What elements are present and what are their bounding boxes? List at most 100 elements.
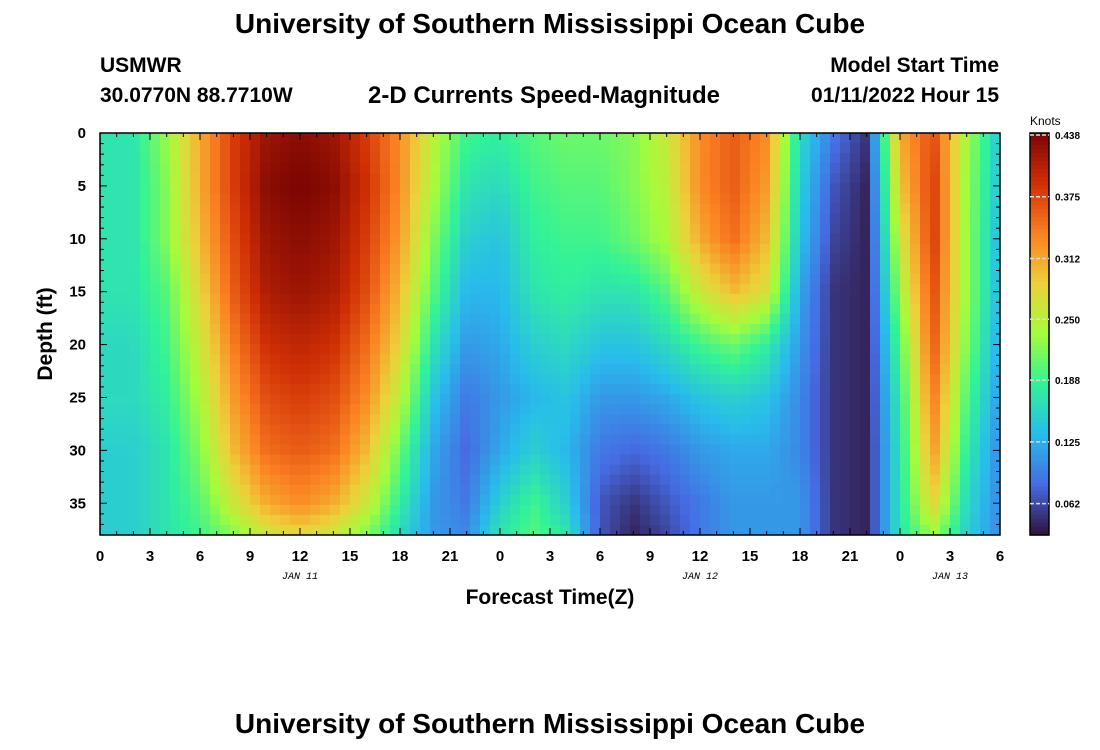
heatmap-cell <box>550 253 561 265</box>
heatmap-cell <box>880 474 891 486</box>
heatmap-cell <box>970 494 981 506</box>
heatmap-cell <box>360 364 371 375</box>
heatmap-cell <box>860 323 871 335</box>
heatmap-cell <box>860 394 871 405</box>
heatmap-cell <box>730 153 741 164</box>
heatmap-cell <box>350 183 361 194</box>
heatmap-cell <box>910 454 921 466</box>
heatmap-cell <box>620 193 631 204</box>
heatmap-cell <box>470 464 481 476</box>
colorbar-segment <box>1030 321 1049 327</box>
heatmap-cell <box>330 474 341 486</box>
heatmap-cell <box>500 223 511 235</box>
colorbar-segment <box>1030 149 1049 154</box>
heatmap-cell <box>160 263 171 275</box>
heatmap-cell <box>150 524 161 535</box>
heatmap-cell <box>400 273 411 285</box>
colorbar-frame <box>1029 132 1050 536</box>
heatmap-cell <box>160 514 171 526</box>
heatmap-cell <box>410 223 421 235</box>
heatmap-cell <box>490 293 501 305</box>
heatmap-cell <box>640 313 651 325</box>
heatmap-cell <box>340 213 351 225</box>
heatmap-cell <box>640 203 651 214</box>
heatmap-cell <box>950 273 961 285</box>
heatmap-cell <box>980 524 991 535</box>
heatmap-cell <box>370 414 381 426</box>
heatmap-cell <box>840 173 851 184</box>
heatmap-cell <box>650 323 661 335</box>
heatmap-cell <box>590 384 601 395</box>
heatmap-cell <box>120 344 131 355</box>
colorbar-segment <box>1030 185 1049 190</box>
heatmap-cell <box>130 223 141 235</box>
colorbar-segment <box>1030 526 1049 532</box>
heatmap-cell <box>390 434 401 446</box>
heatmap-cell <box>460 434 471 446</box>
heatmap-cell <box>290 494 301 506</box>
heatmap-cell <box>290 263 301 275</box>
heatmap-cell <box>340 474 351 486</box>
heatmap-cell <box>560 253 571 265</box>
heatmap-cell <box>590 183 601 194</box>
heatmap-cell <box>530 364 541 375</box>
heatmap-cell <box>570 334 581 345</box>
colorbar-segment <box>1030 281 1049 287</box>
heatmap-cell <box>240 303 251 315</box>
heatmap-cell <box>240 354 251 365</box>
heatmap-cell <box>940 263 951 275</box>
heatmap-cell <box>450 424 461 436</box>
heatmap-cell <box>840 464 851 476</box>
heatmap-cell <box>920 504 931 516</box>
heatmap-cell <box>890 464 901 476</box>
heatmap-cell <box>770 273 781 285</box>
heatmap-cell <box>630 223 641 235</box>
heatmap-cell <box>820 434 831 446</box>
heatmap-cell <box>250 283 261 295</box>
heatmap-cell <box>880 434 891 446</box>
heatmap-cell <box>180 394 191 405</box>
heatmap-cell <box>340 253 351 265</box>
heatmap-cell <box>770 344 781 355</box>
heatmap-cell <box>730 293 741 305</box>
heatmap-cell <box>250 374 261 385</box>
heatmap-cell <box>110 434 121 446</box>
heatmap-cell <box>550 424 561 436</box>
heatmap-cell <box>200 203 211 214</box>
heatmap-cell <box>110 424 121 436</box>
heatmap-cell <box>860 233 871 245</box>
heatmap-cell <box>540 454 551 466</box>
heatmap-cell <box>800 233 811 245</box>
heatmap-cell <box>820 504 831 516</box>
heatmap-cell <box>300 374 311 385</box>
heatmap-cell <box>150 203 161 214</box>
heatmap-cell <box>660 213 671 225</box>
heatmap-cell <box>410 424 421 436</box>
heatmap-cell <box>230 153 241 164</box>
heatmap-cell <box>500 334 511 345</box>
heatmap-cell <box>370 394 381 405</box>
heatmap-cell <box>430 313 441 325</box>
heatmap-cell <box>700 213 711 225</box>
heatmap-cell <box>250 173 261 184</box>
heatmap-cell <box>100 203 111 214</box>
heatmap-cell <box>870 273 881 285</box>
heatmap-cell <box>560 344 571 355</box>
heatmap-cell <box>340 354 351 365</box>
heatmap-cell <box>890 163 901 174</box>
heatmap-cell <box>440 394 451 405</box>
heatmap-cell <box>890 344 901 355</box>
heatmap-cell <box>780 504 791 516</box>
heatmap-cell <box>530 173 541 184</box>
heatmap-cell <box>330 404 341 415</box>
heatmap-cell <box>870 364 881 375</box>
heatmap-cell <box>730 384 741 395</box>
heatmap-cell <box>500 344 511 355</box>
heatmap-cell <box>120 414 131 426</box>
heatmap-cell <box>830 504 841 516</box>
heatmap-cell <box>770 364 781 375</box>
heatmap-cell <box>280 414 291 426</box>
x-tick-label: 0 <box>496 548 504 565</box>
heatmap-cell <box>430 203 441 214</box>
heatmap-cell <box>860 153 871 164</box>
